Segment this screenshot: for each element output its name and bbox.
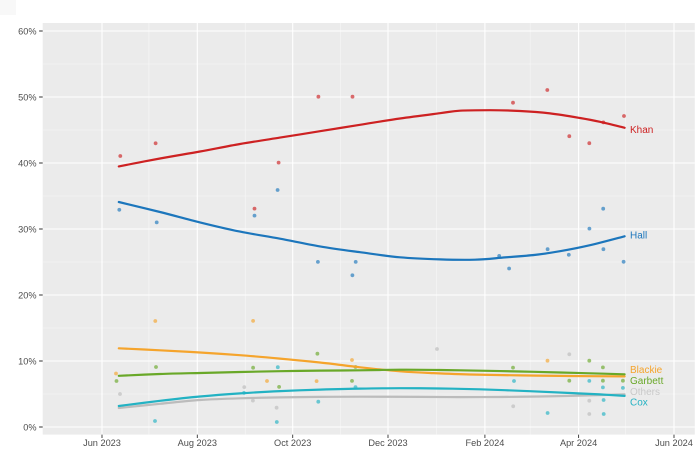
svg-text:Garbett: Garbett (630, 376, 664, 387)
svg-text:Khan: Khan (630, 125, 653, 136)
svg-text:Cox: Cox (630, 397, 648, 408)
svg-text:Blackie: Blackie (630, 365, 663, 376)
svg-text:Others: Others (630, 387, 660, 398)
svg-text:0%: 0% (23, 422, 36, 432)
svg-text:Hall: Hall (630, 231, 647, 242)
svg-text:10%: 10% (18, 356, 36, 366)
svg-text:Oct 2023: Oct 2023 (274, 438, 311, 448)
svg-text:30%: 30% (18, 224, 36, 234)
svg-text:50%: 50% (18, 92, 36, 102)
svg-text:Dec 2023: Dec 2023 (368, 438, 407, 448)
svg-text:20%: 20% (18, 290, 36, 300)
svg-text:Aug 2023: Aug 2023 (178, 438, 217, 448)
svg-text:60%: 60% (18, 26, 36, 36)
svg-text:Feb 2024: Feb 2024 (465, 438, 504, 448)
svg-text:40%: 40% (18, 158, 36, 168)
svg-text:Apr 2024: Apr 2024 (560, 438, 597, 448)
svg-text:Jun 2023: Jun 2023 (83, 438, 121, 448)
svg-text:Jun 2024: Jun 2024 (655, 438, 693, 448)
